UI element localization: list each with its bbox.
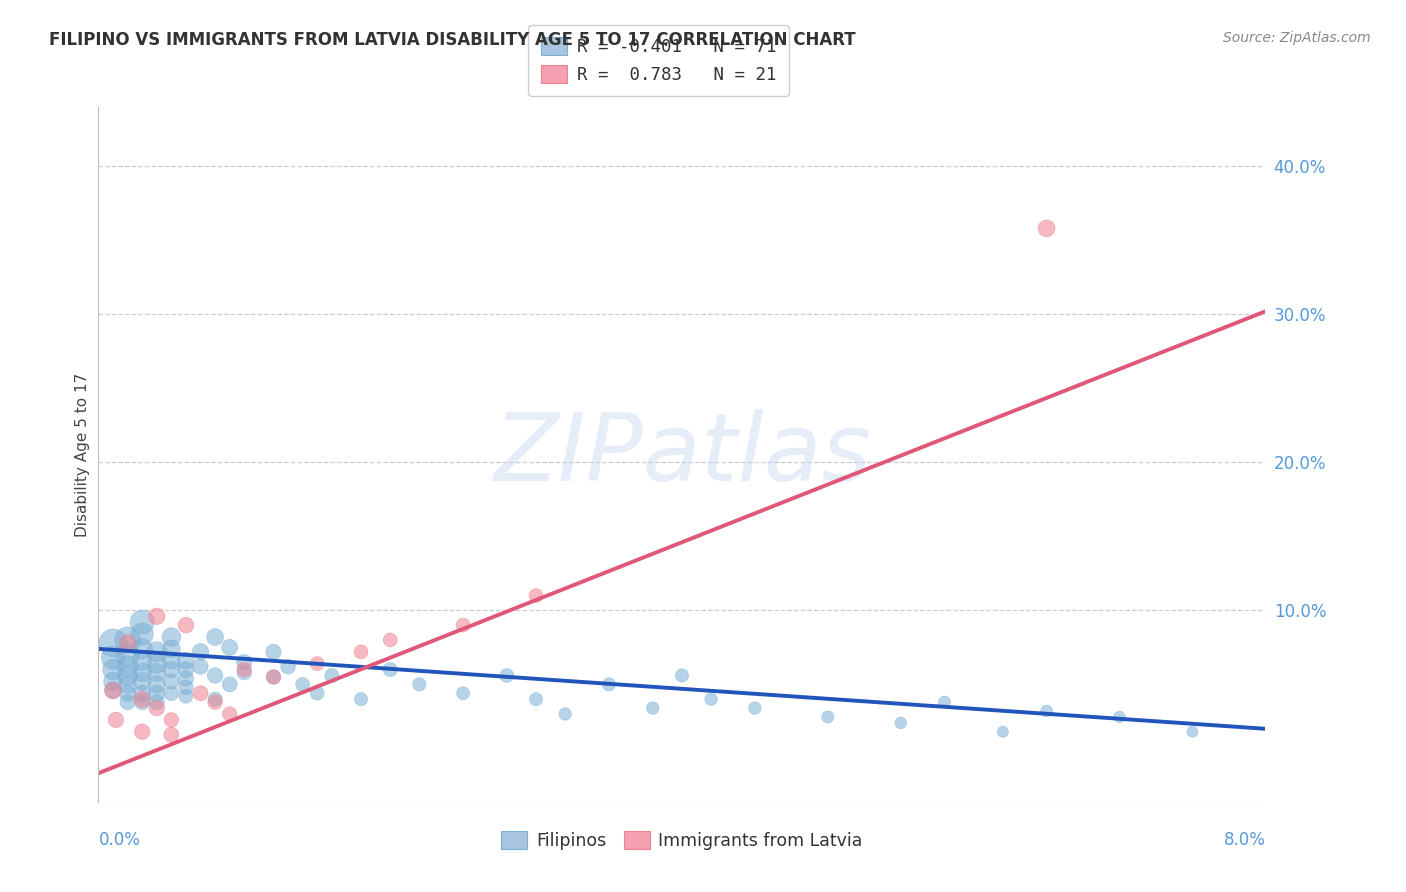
Point: [174, 618, 197, 632]
Point: [190, 659, 212, 673]
Point: [146, 665, 169, 680]
Point: [101, 674, 124, 689]
Point: [117, 659, 139, 673]
Point: [117, 668, 139, 682]
Point: [174, 663, 197, 677]
Point: [204, 630, 226, 644]
Point: [101, 683, 124, 698]
Point: [554, 706, 576, 721]
Point: [160, 674, 183, 689]
Legend: Filipinos, Immigrants from Latvia: Filipinos, Immigrants from Latvia: [495, 824, 869, 856]
Point: [117, 695, 139, 709]
Point: [262, 645, 284, 659]
Point: [146, 701, 169, 715]
Point: [321, 668, 343, 682]
Point: [174, 681, 197, 695]
Point: [146, 609, 169, 624]
Point: [131, 724, 153, 739]
Point: [101, 683, 124, 698]
Point: [307, 657, 329, 671]
Point: [1035, 221, 1057, 235]
Point: [350, 645, 373, 659]
Point: [218, 640, 240, 655]
Point: [101, 650, 124, 665]
Point: [117, 636, 139, 650]
Y-axis label: Disability Age 5 to 17: Disability Age 5 to 17: [75, 373, 90, 537]
Point: [131, 627, 153, 641]
Point: [671, 668, 693, 682]
Text: Source: ZipAtlas.com: Source: ZipAtlas.com: [1223, 31, 1371, 45]
Point: [146, 645, 169, 659]
Point: [218, 706, 240, 721]
Point: [262, 670, 284, 684]
Text: ZIPatlas: ZIPatlas: [494, 409, 870, 500]
Point: [817, 710, 839, 724]
Point: [233, 665, 256, 680]
Point: [160, 654, 183, 668]
Point: [598, 677, 620, 691]
Text: 0.0%: 0.0%: [98, 830, 141, 848]
Text: FILIPINO VS IMMIGRANTS FROM LATVIA DISABILITY AGE 5 TO 17 CORRELATION CHART: FILIPINO VS IMMIGRANTS FROM LATVIA DISAB…: [49, 31, 856, 49]
Point: [131, 641, 153, 656]
Point: [641, 701, 664, 715]
Point: [218, 677, 240, 691]
Point: [160, 713, 183, 727]
Point: [101, 636, 124, 650]
Point: [190, 686, 212, 700]
Point: [131, 665, 153, 680]
Point: [160, 686, 183, 700]
Point: [204, 692, 226, 706]
Point: [408, 677, 430, 691]
Point: [160, 728, 183, 742]
Point: [131, 615, 153, 630]
Point: [174, 690, 197, 704]
Point: [131, 692, 153, 706]
Point: [146, 657, 169, 671]
Point: [1181, 724, 1204, 739]
Point: [451, 618, 474, 632]
Point: [131, 674, 153, 689]
Point: [744, 701, 766, 715]
Point: [174, 672, 197, 686]
Point: [160, 641, 183, 656]
Point: [890, 715, 912, 730]
Point: [1108, 710, 1130, 724]
Point: [524, 589, 547, 603]
Point: [174, 654, 197, 668]
Point: [700, 692, 723, 706]
Point: [496, 668, 519, 682]
Point: [451, 686, 474, 700]
Point: [117, 648, 139, 662]
Point: [291, 677, 314, 691]
Point: [524, 692, 547, 706]
Point: [277, 659, 299, 673]
Point: [117, 632, 139, 647]
Point: [101, 663, 124, 677]
Point: [380, 632, 402, 647]
Point: [190, 645, 212, 659]
Point: [146, 677, 169, 691]
Point: [934, 695, 956, 709]
Point: [117, 686, 139, 700]
Point: [991, 724, 1014, 739]
Point: [233, 655, 256, 669]
Point: [146, 686, 169, 700]
Point: [160, 630, 183, 644]
Point: [350, 692, 373, 706]
Point: [131, 695, 153, 709]
Point: [117, 677, 139, 691]
Point: [307, 686, 329, 700]
Point: [146, 695, 169, 709]
Point: [160, 663, 183, 677]
Point: [262, 670, 284, 684]
Point: [380, 663, 402, 677]
Text: 8.0%: 8.0%: [1223, 830, 1265, 848]
Point: [1035, 704, 1057, 718]
Point: [233, 663, 256, 677]
Point: [131, 654, 153, 668]
Point: [204, 695, 226, 709]
Point: [104, 713, 127, 727]
Point: [131, 686, 153, 700]
Point: [204, 668, 226, 682]
